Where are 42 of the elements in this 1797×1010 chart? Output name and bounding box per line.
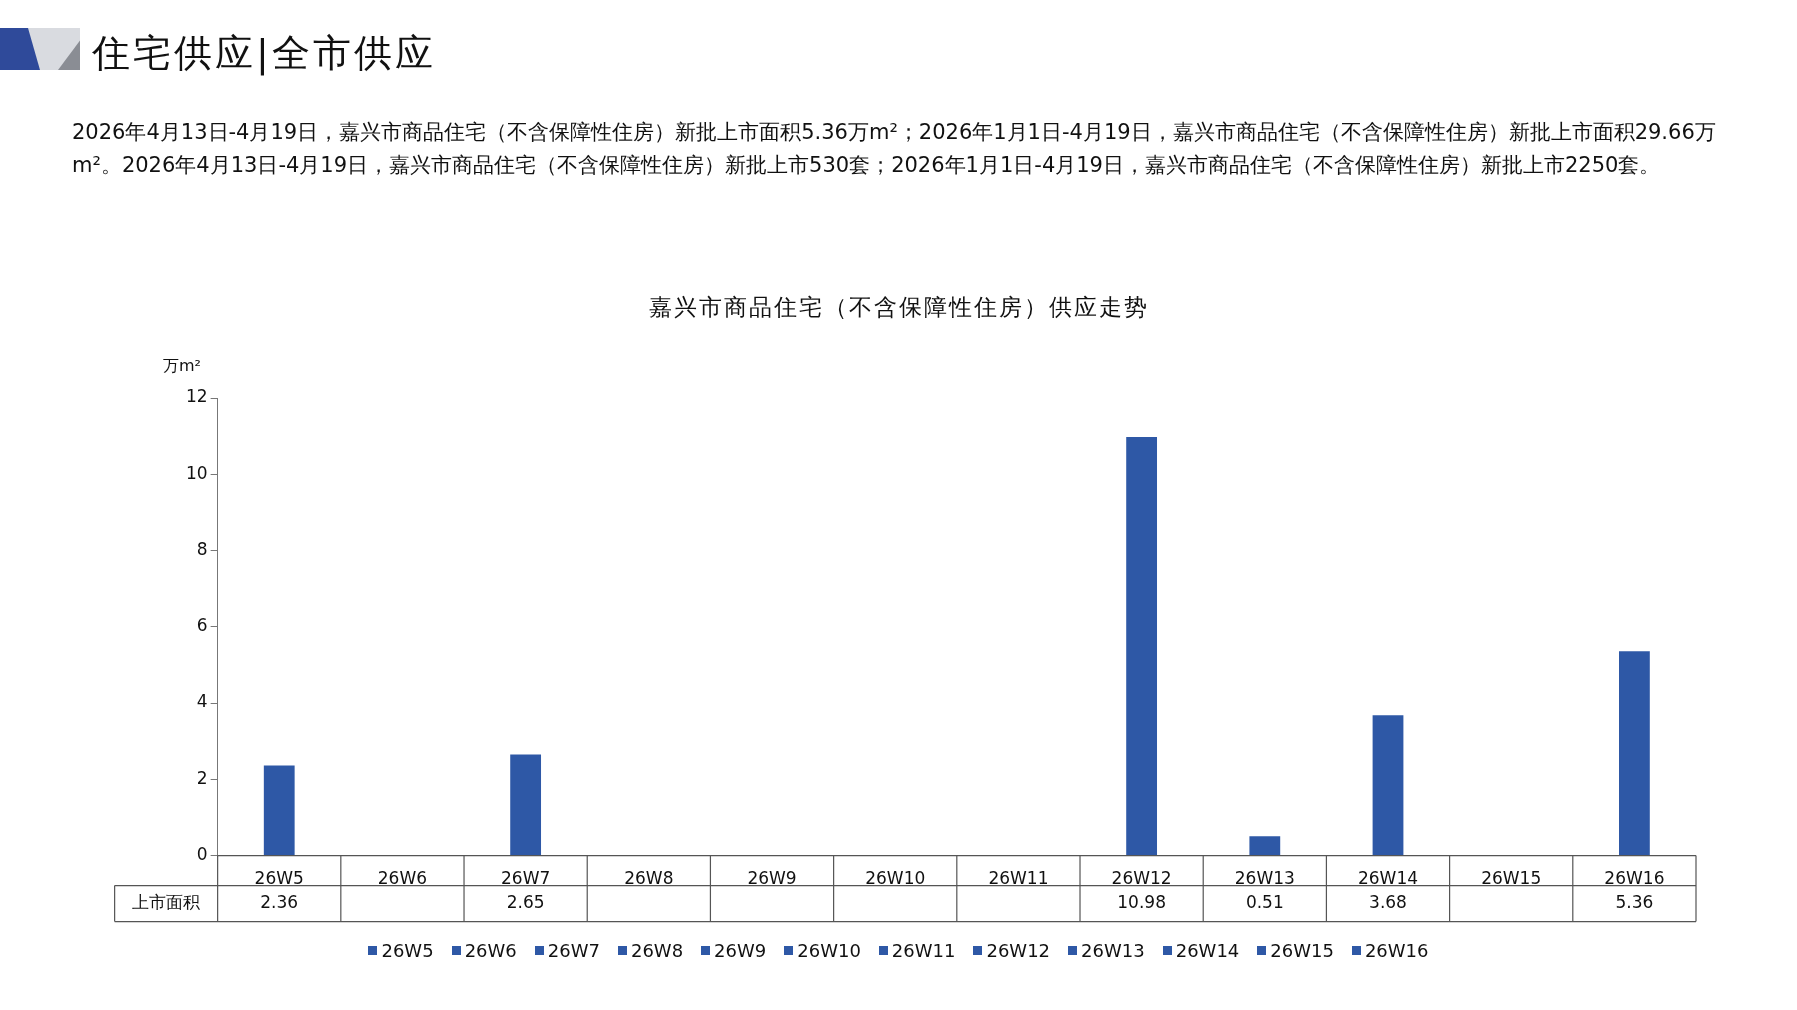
x-tick-label: 26W6: [377, 868, 428, 889]
category-label: 26W7: [547, 940, 600, 961]
category-label: 26W14: [1175, 940, 1240, 961]
category-label: 26W13: [1081, 940, 1145, 961]
category-label: 26W6: [464, 940, 517, 961]
y-tick-label: 4: [196, 691, 208, 712]
y-tick-label: 0: [196, 844, 208, 865]
y-tick-label: 10: [185, 462, 208, 483]
data-label: 0.51: [1245, 892, 1284, 913]
data-label: 3.68: [1369, 892, 1407, 913]
text: 上市面积: [132, 892, 201, 913]
x-tick-label: 26W7: [500, 868, 551, 889]
y-tick-label: 12: [185, 386, 208, 407]
x-tick-label: 26W13: [1234, 868, 1295, 889]
category-label: 26W15: [1270, 940, 1334, 961]
y-axis-title: 万m²: [163, 356, 201, 377]
y-tick-label: 2: [196, 767, 208, 788]
category-label: 26W8: [630, 940, 684, 961]
x-tick-label: 26W15: [1481, 868, 1542, 889]
x-tick-label: 26W5: [254, 868, 304, 889]
data-label: 5.36: [1615, 892, 1654, 913]
text: 住宅供应|全市供应: [92, 30, 436, 78]
category-label: 26W11: [891, 940, 956, 961]
category-label: 26W9: [714, 940, 767, 961]
x-tick-label: 26W16: [1604, 868, 1665, 889]
x-tick-label: 26W9: [747, 868, 797, 889]
x-tick-label: 26W14: [1357, 868, 1419, 889]
chart-title: 嘉兴市商品住宅（不含保障性住房）供应走势: [647, 293, 1150, 322]
data-label: 10.98: [1117, 892, 1166, 913]
category-label: 26W16: [1364, 940, 1429, 961]
x-tick-label: 26W12: [1111, 868, 1172, 889]
x-tick-label: 26W8: [624, 868, 674, 889]
category-label: 26W5: [381, 940, 434, 961]
y-tick-label: 6: [196, 615, 208, 636]
data-label: 2.36: [260, 892, 299, 913]
category-label: 26W10: [797, 940, 861, 961]
y-tick-label: 8: [196, 538, 208, 559]
category-label: 26W12: [986, 940, 1051, 961]
x-tick-label: 26W11: [988, 868, 1049, 889]
x-tick-label: 26W10: [865, 868, 926, 889]
text: 2026年4月13日-4月19日，嘉兴市商品住宅（不含保障性住房）新批上市面积5.36万m²；2026年1月1日-4月19日，嘉兴市商品住宅（不含保障性住房）新批上市面积29.66万m²。2026年4月13日-4月19日，嘉兴市商品住宅（不含保障性住房）新批上市530套；2026年1月1日-4月19日，嘉兴市商品住宅（不含保障性住房）新批上市2250套。: [72, 119, 1717, 179]
data-label: 2.65: [506, 892, 545, 913]
